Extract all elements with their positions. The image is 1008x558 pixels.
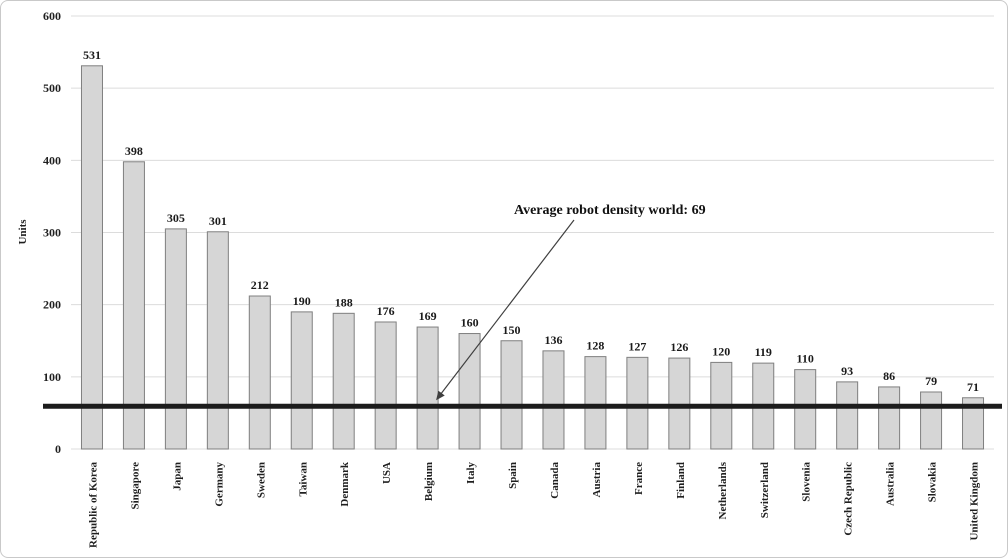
bar — [416, 326, 439, 450]
x-category-label: Czech Republic — [843, 462, 855, 536]
bar — [836, 381, 859, 450]
bar-value-label: 150 — [503, 323, 521, 337]
bar-value-label: 301 — [209, 214, 227, 228]
y-tick-label: 0 — [55, 442, 61, 456]
bar — [458, 333, 481, 450]
y-axis-title: Units — [17, 219, 29, 245]
bar — [584, 356, 607, 450]
x-category-label: Singapore — [129, 462, 141, 510]
bar-value-label: 127 — [628, 339, 646, 353]
bar-value-label: 190 — [293, 294, 311, 308]
bar — [206, 231, 229, 450]
bar — [794, 369, 817, 450]
bar-value-label: 136 — [544, 333, 562, 347]
x-category-label: United Kingdom — [969, 462, 981, 541]
bar-value-label: 398 — [125, 144, 143, 158]
bar-value-label: 119 — [755, 345, 772, 359]
bar — [962, 397, 985, 450]
x-category-label: Netherlands — [717, 461, 729, 519]
bar-value-label: 86 — [883, 369, 895, 383]
bar — [626, 356, 649, 450]
bar — [290, 311, 313, 450]
x-category-label: Switzerland — [759, 462, 771, 518]
annotation-text: Average robot density world: 69 — [514, 203, 706, 218]
x-category-label: USA — [381, 462, 393, 484]
y-tick-label: 200 — [43, 298, 61, 312]
bar-value-label: 160 — [461, 316, 479, 330]
bar-value-label: 79 — [925, 374, 937, 388]
x-category-label: Sweden — [255, 462, 267, 498]
x-category-label: Belgium — [423, 462, 435, 501]
x-category-label: Slovakia — [927, 462, 939, 503]
y-tick-label: 600 — [43, 9, 61, 23]
x-category-label: Spain — [507, 462, 519, 489]
x-category-label: Japan — [171, 462, 183, 491]
bar-value-label: 176 — [377, 304, 395, 318]
bar-value-label: 188 — [335, 295, 353, 309]
bar-value-label: 212 — [251, 278, 269, 292]
x-category-label: Taiwan — [297, 462, 309, 496]
y-tick-label: 300 — [43, 226, 61, 240]
bar — [878, 386, 901, 450]
y-tick-label: 100 — [43, 370, 61, 384]
y-tick-label: 400 — [43, 153, 61, 167]
bar-value-label: 126 — [670, 340, 688, 354]
x-category-label: Italy — [465, 462, 477, 485]
bar — [500, 340, 523, 450]
x-category-label: Germany — [213, 462, 225, 507]
x-category-label: Denmark — [339, 461, 351, 506]
bar — [80, 65, 103, 450]
bar-value-label: 531 — [83, 48, 101, 62]
x-category-label: Finland — [675, 462, 687, 499]
bar — [542, 350, 565, 450]
bar-value-label: 128 — [586, 339, 604, 353]
bar-value-label: 120 — [712, 344, 730, 358]
x-category-label: France — [633, 462, 645, 495]
x-category-label: Republic of Korea — [87, 462, 99, 548]
y-tick-label: 500 — [43, 81, 61, 95]
bar — [122, 161, 145, 450]
bar — [920, 391, 943, 450]
bar-value-label: 71 — [967, 380, 979, 394]
bar-value-label: 169 — [419, 309, 437, 323]
bar — [248, 295, 271, 450]
x-category-label: Australia — [885, 462, 897, 507]
bar-value-label: 110 — [797, 352, 814, 366]
annotation-arrow — [436, 219, 575, 401]
x-category-label: Slovenia — [801, 462, 813, 502]
bar — [374, 321, 397, 450]
bar — [332, 312, 355, 450]
bar-value-label: 305 — [167, 211, 185, 225]
bar — [668, 357, 691, 450]
x-category-label: Austria — [591, 462, 603, 498]
bar — [164, 228, 187, 450]
x-category-label: Canada — [549, 462, 561, 499]
bar-value-label: 93 — [841, 364, 853, 378]
